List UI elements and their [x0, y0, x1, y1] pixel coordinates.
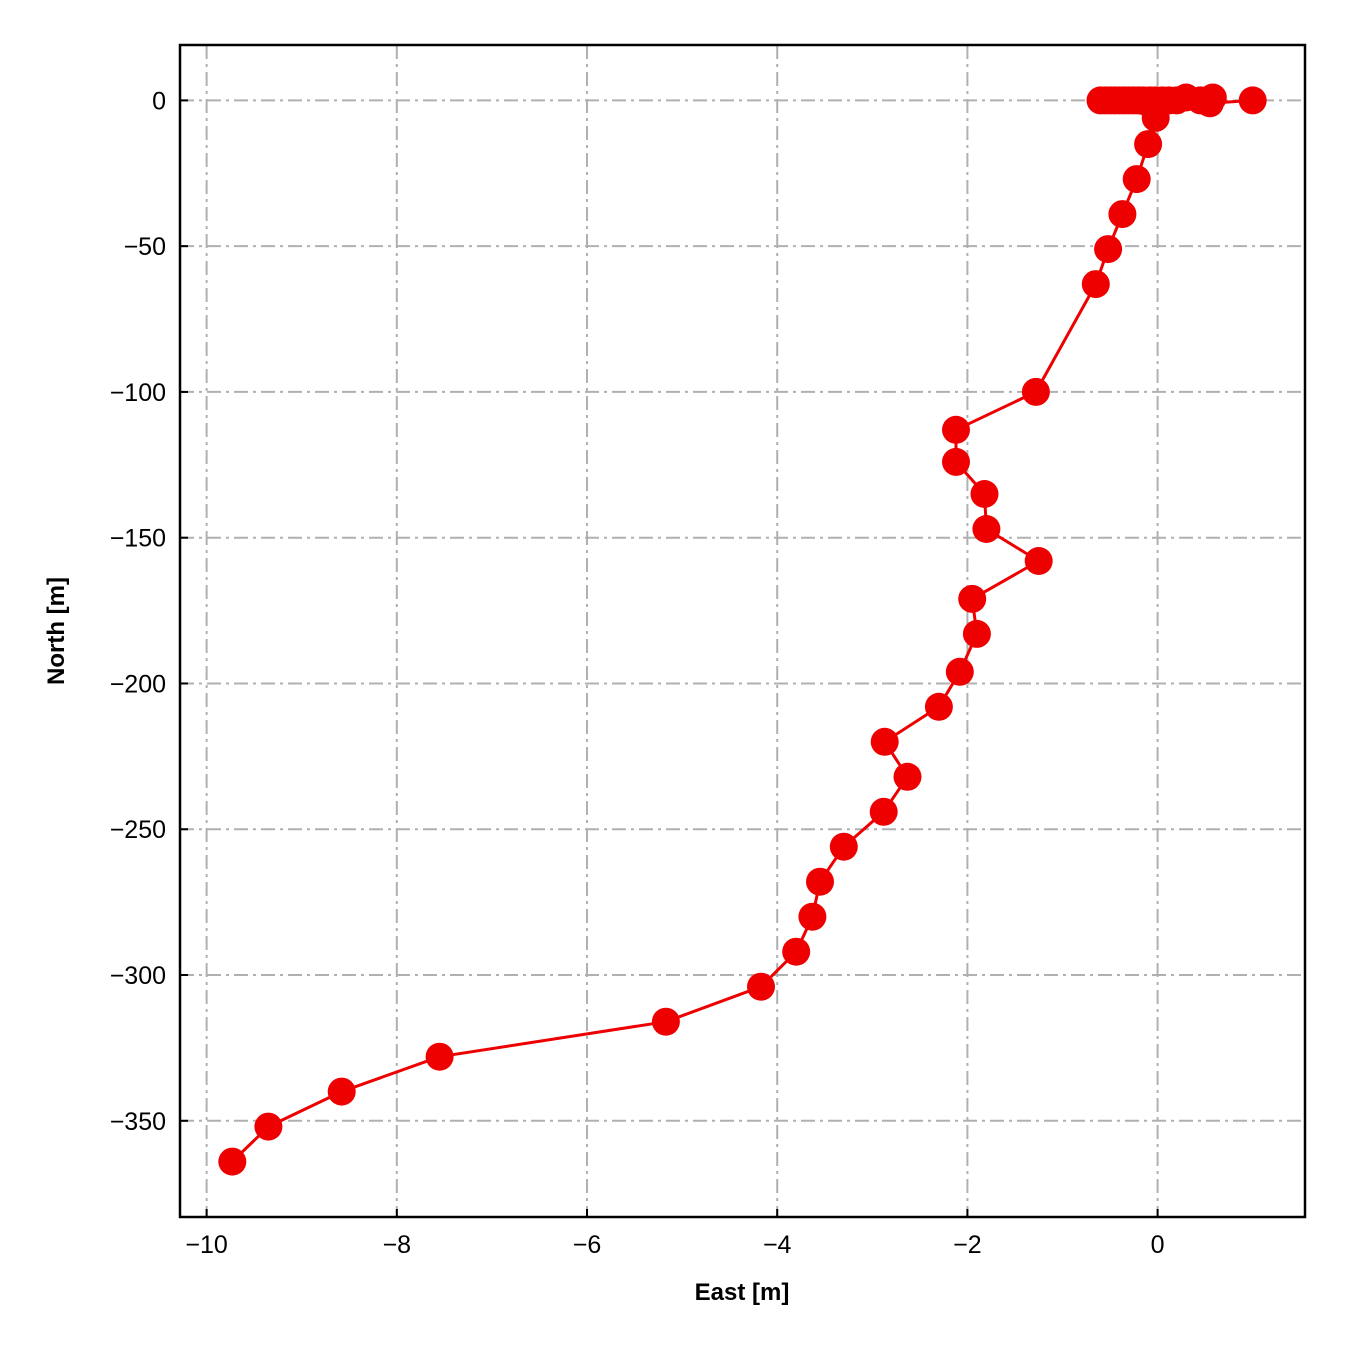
data-point [1024, 547, 1053, 575]
data-point [1122, 165, 1151, 194]
x-axis-title: East [m] [695, 1279, 790, 1306]
data-point [1108, 200, 1137, 229]
data-point [829, 832, 858, 861]
data-point [651, 1007, 680, 1036]
data-point [972, 515, 1001, 543]
data-point [327, 1077, 356, 1106]
x-tick-label: 0 [1151, 1231, 1165, 1259]
data-point [806, 867, 834, 896]
data-point [924, 692, 953, 721]
y-tick-label: −200 [110, 670, 166, 698]
data-point [970, 480, 999, 508]
x-tick-label: −10 [185, 1231, 227, 1259]
data-point [1141, 103, 1170, 132]
data-point [218, 1147, 247, 1176]
y-tick-label: −100 [110, 379, 166, 407]
data-point [942, 415, 970, 444]
y-axis-title: North [m] [43, 577, 70, 685]
data-point [945, 657, 974, 686]
data-point [893, 762, 922, 791]
data-point [747, 972, 775, 1001]
plot-frame [178, 43, 1307, 1219]
data-point [1238, 86, 1267, 115]
y-tick-label: −150 [110, 525, 166, 553]
data-point [1086, 86, 1115, 115]
data-point [425, 1042, 454, 1071]
y-tick-label: −300 [110, 962, 166, 990]
data-point [958, 584, 987, 613]
y-tick-label: −250 [110, 816, 166, 844]
y-tick-label: −50 [124, 233, 166, 261]
x-tick-label: −2 [953, 1231, 982, 1259]
data-point [870, 727, 899, 756]
data-series [218, 83, 1267, 1176]
data-point [782, 937, 811, 966]
data-point [798, 902, 827, 931]
data-point [1134, 130, 1163, 159]
x-tick-label: −6 [573, 1231, 602, 1259]
y-tick-label: 0 [152, 87, 166, 115]
data-point [962, 619, 991, 648]
data-point [1021, 377, 1050, 406]
axis-ticks: −10 −8 −6 −4 −2 00−50−100−150−200−250−300−350 [110, 87, 1165, 1259]
y-tick-label: −350 [110, 1108, 166, 1136]
data-point [942, 447, 970, 476]
data-point [254, 1112, 283, 1141]
grid [180, 45, 1305, 1217]
data-point [1081, 270, 1110, 299]
x-tick-label: −8 [383, 1231, 412, 1259]
data-point [869, 797, 898, 826]
x-tick-label: −4 [763, 1231, 792, 1259]
data-point [1094, 235, 1123, 264]
